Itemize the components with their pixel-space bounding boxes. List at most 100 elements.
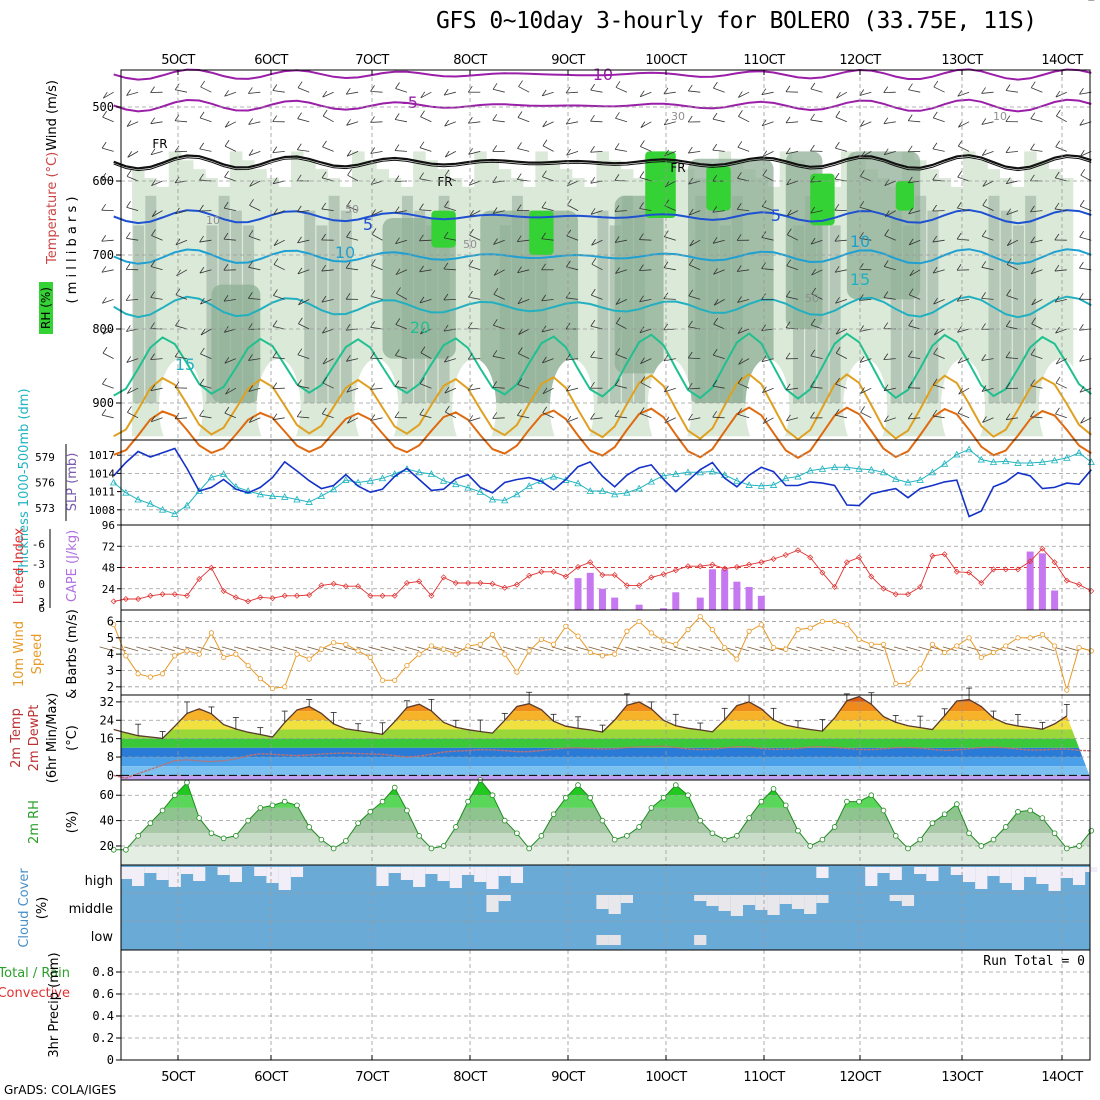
lifted-index-marker bbox=[526, 572, 533, 579]
wind-barb bbox=[981, 266, 994, 271]
wind-barb bbox=[810, 119, 823, 123]
wind-barb-flag bbox=[786, 259, 792, 266]
wind-barb bbox=[542, 91, 554, 97]
wind-barb-flag bbox=[174, 350, 180, 357]
wind-barb-flag bbox=[345, 261, 351, 269]
thickness-marker bbox=[965, 445, 973, 453]
wind-barb-flag bbox=[590, 413, 595, 420]
wind-barb-flag bbox=[810, 144, 815, 152]
wind-barb-flag bbox=[688, 208, 694, 216]
wind-barb-flag bbox=[907, 114, 913, 121]
wind-barb-flag bbox=[395, 349, 400, 356]
isotherm-freezing-outline bbox=[113, 156, 1092, 172]
wind-barb bbox=[297, 210, 310, 213]
slp-tick-label: 1017 bbox=[89, 449, 116, 462]
wind-speed-marker bbox=[1027, 635, 1033, 641]
wind-barb-flag bbox=[347, 168, 352, 176]
lifted-index-marker bbox=[660, 571, 667, 578]
surface-wind-barb bbox=[710, 646, 725, 652]
precip-tick-label: 0.4 bbox=[92, 1009, 114, 1023]
wind-barb bbox=[493, 293, 505, 300]
temperature-contour-label: FR bbox=[152, 137, 167, 151]
rh-marker bbox=[550, 811, 557, 818]
wind-barb bbox=[492, 210, 505, 214]
wind-barb-flag bbox=[591, 257, 597, 265]
rh-saturated-area bbox=[529, 210, 554, 255]
wind-barb bbox=[810, 210, 823, 214]
rh-marker bbox=[428, 845, 435, 852]
wind-barb-flag bbox=[492, 412, 498, 419]
wind-barb-flag bbox=[492, 176, 498, 183]
wind-barb bbox=[761, 358, 774, 363]
wind-barb-flag bbox=[712, 206, 718, 213]
high-cloud-gap bbox=[413, 867, 426, 887]
top-date-label: 9OCT bbox=[551, 53, 585, 68]
minmax-axis-title: (6hr Min/Max) bbox=[45, 693, 60, 783]
wind-barb-flag bbox=[273, 208, 278, 215]
wind-barb-flag bbox=[126, 356, 132, 363]
thickness-marker bbox=[635, 484, 643, 492]
wind-barb bbox=[1055, 91, 1067, 98]
wind-barb bbox=[420, 91, 432, 99]
wind-barb-flag bbox=[151, 229, 156, 236]
wind-barb-flag bbox=[1078, 292, 1084, 300]
temperature-contour-label: FR bbox=[670, 161, 685, 175]
rh-marker bbox=[795, 827, 801, 834]
wind-speed-tick-label: 6 bbox=[107, 614, 114, 628]
wind-barb bbox=[444, 387, 456, 394]
wind-barb bbox=[1079, 387, 1092, 393]
wind-barb-flag bbox=[1055, 90, 1061, 98]
clear-air-area bbox=[256, 358, 301, 455]
wind-barb-flag bbox=[420, 91, 426, 99]
wind-barb bbox=[1030, 239, 1043, 244]
wind-barb-flag bbox=[248, 149, 254, 156]
rh-marker bbox=[196, 815, 203, 821]
wind-barb-flag bbox=[516, 173, 522, 180]
wind-barb bbox=[175, 239, 188, 246]
lifted-index-marker bbox=[477, 580, 484, 586]
wind-barb bbox=[199, 117, 212, 123]
wind-barb bbox=[492, 386, 505, 389]
pressure-axis-title: ( m i l l i b a r s ) bbox=[65, 197, 80, 304]
rh-marker bbox=[672, 782, 679, 788]
high-cloud-gap bbox=[877, 867, 890, 873]
lifted-index-marker bbox=[685, 563, 692, 570]
wind-barb-flag bbox=[370, 352, 375, 359]
wind-barb-flag bbox=[834, 408, 840, 416]
wind-barb bbox=[1080, 151, 1092, 157]
wind-barb bbox=[884, 266, 896, 271]
rh-contour-label: 50 bbox=[345, 203, 359, 216]
wind-barb-flag bbox=[492, 114, 498, 121]
thickness-marker bbox=[598, 487, 607, 494]
wind-barb-flag bbox=[957, 326, 962, 333]
wind-barb-flag bbox=[835, 377, 840, 385]
wind-speed-marker bbox=[734, 656, 740, 662]
wind-barb bbox=[297, 118, 310, 123]
rh-marker bbox=[978, 843, 985, 849]
wind-barb bbox=[150, 297, 163, 300]
cape-bar bbox=[1051, 590, 1059, 610]
wind-barb bbox=[1031, 323, 1043, 330]
wind-barb-flag bbox=[346, 230, 351, 238]
wind-barb-flag bbox=[981, 292, 986, 299]
high-cloud-gap bbox=[1048, 867, 1061, 891]
wind-speed-axis-title: Speed bbox=[30, 634, 45, 675]
wind-barb-flag bbox=[1005, 177, 1011, 184]
precip-hgrid bbox=[121, 971, 1090, 1039]
wind-barb-flag bbox=[615, 81, 621, 88]
wind-speed-marker bbox=[1076, 644, 1082, 651]
wind-barb bbox=[370, 180, 383, 185]
wind-barb-flag bbox=[101, 297, 107, 304]
wind-barb bbox=[542, 358, 554, 364]
rh2m-tick-label: 20 bbox=[100, 839, 114, 853]
wind-barb bbox=[932, 239, 945, 243]
rh-marker bbox=[917, 836, 923, 843]
thickness-marker bbox=[904, 478, 912, 486]
thickness-marker bbox=[452, 480, 460, 488]
wind-barb bbox=[224, 328, 236, 333]
wind-barb-flag bbox=[345, 292, 351, 300]
wind-barb-flag bbox=[443, 262, 449, 270]
wind-barb-flag bbox=[687, 351, 693, 359]
wind-barb-flag bbox=[493, 269, 499, 276]
wind-barb bbox=[151, 417, 163, 423]
